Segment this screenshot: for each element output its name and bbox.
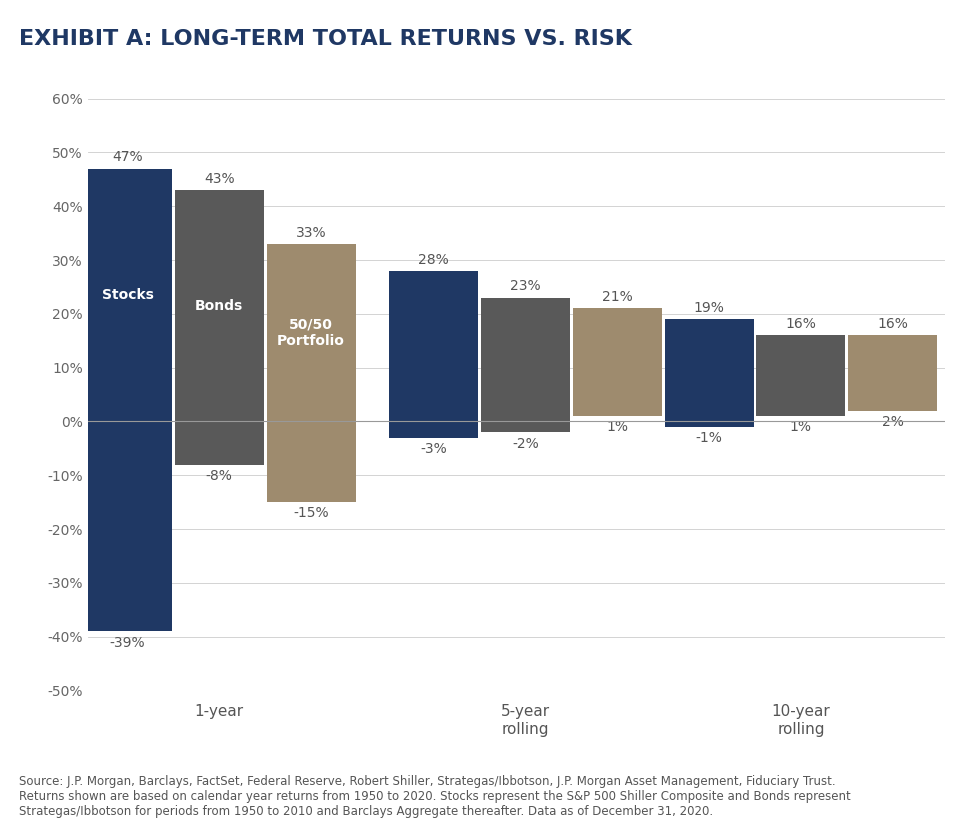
Text: 33%: 33% [296,225,326,239]
Text: 21%: 21% [602,290,632,304]
Bar [83,169,172,631]
Text: 2%: 2% [881,415,904,429]
Text: Source: J.P. Morgan, Barclays, FactSet, Federal Reserve, Robert Shiller, Strateg: Source: J.P. Morgan, Barclays, FactSet, … [19,775,851,818]
Bar [573,308,661,416]
Text: Bonds: Bonds [195,298,244,313]
Text: 16%: 16% [878,317,908,331]
Text: -15%: -15% [293,506,329,520]
Bar [848,335,937,411]
Text: 47%: 47% [112,150,143,164]
Text: -8%: -8% [206,469,233,483]
Bar [664,319,754,427]
Text: 28%: 28% [418,252,449,266]
Text: 1%: 1% [606,420,628,434]
Text: -39%: -39% [110,635,145,649]
Text: Stocks: Stocks [101,288,153,302]
Text: 23%: 23% [510,279,541,293]
Text: 1%: 1% [790,420,812,434]
Bar [481,298,570,432]
Bar [757,335,845,416]
Text: EXHIBIT A: LONG-TERM TOTAL RETURNS VS. RISK: EXHIBIT A: LONG-TERM TOTAL RETURNS VS. R… [19,29,632,48]
Text: 43%: 43% [204,172,235,186]
Text: -1%: -1% [695,432,723,446]
Bar [267,244,356,502]
Text: 19%: 19% [693,301,725,315]
Bar [389,270,478,437]
Bar [174,190,264,464]
Text: -3%: -3% [420,442,447,456]
Text: 50/50
Portfolio: 50/50 Portfolio [278,317,345,348]
Text: -2%: -2% [512,436,539,450]
Text: 16%: 16% [785,317,816,331]
